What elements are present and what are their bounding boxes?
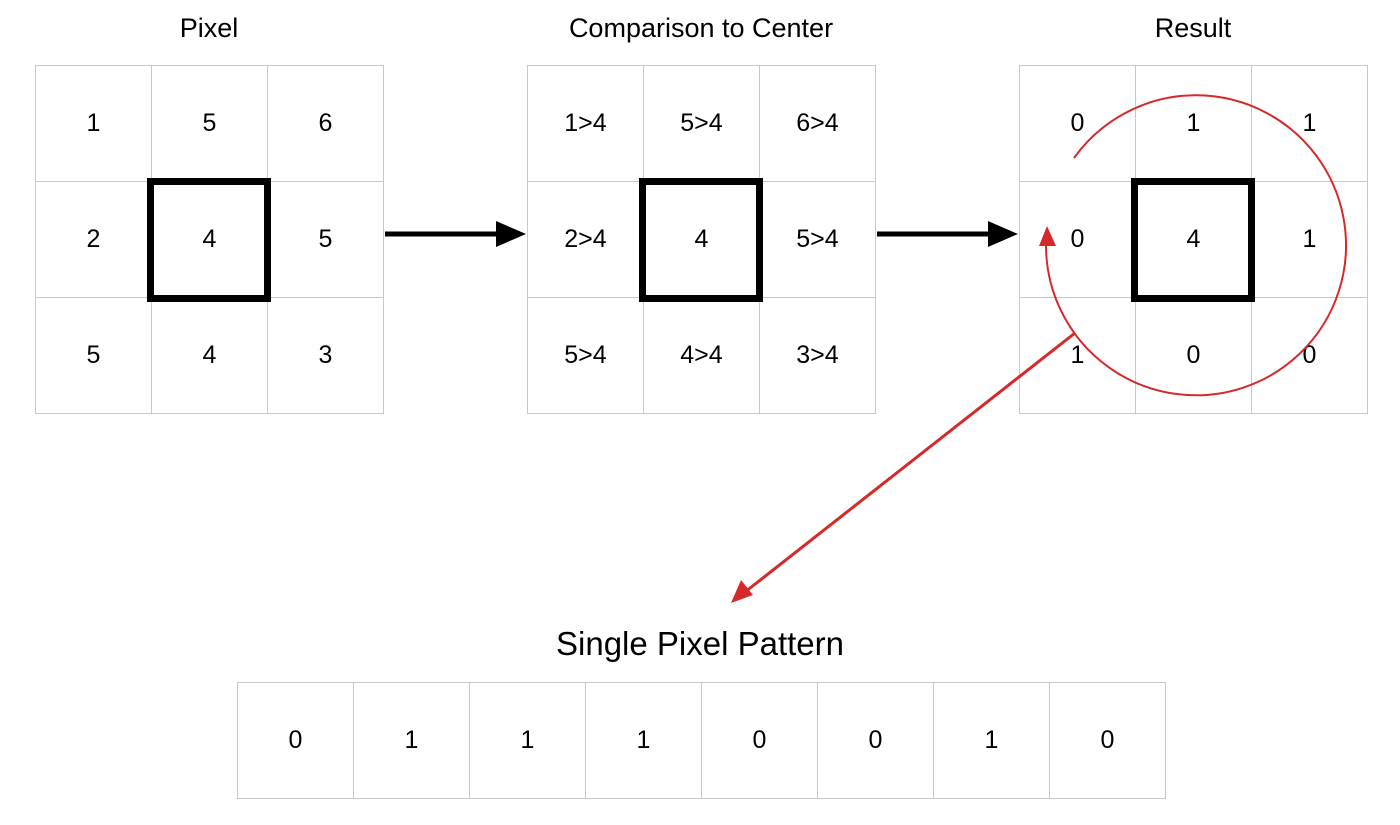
comparison-cell: 6>4 (760, 66, 876, 182)
circular-arrowhead-icon (1039, 226, 1056, 246)
circular-order-arrow (1045, 94, 1347, 397)
diagonal-arrowhead-icon (731, 580, 753, 603)
pixel-cell: 3 (268, 298, 384, 414)
comparison-cell: 3>4 (760, 298, 876, 414)
result-grid: 0 1 1 0 4 1 1 0 0 (1019, 65, 1368, 414)
result-cell: 0 (1020, 66, 1136, 182)
comparison-cell: 4>4 (644, 298, 760, 414)
result-cell: 1 (1252, 182, 1368, 298)
pixel-title: Pixel (179, 13, 239, 43)
result-title: Result (1154, 13, 1232, 43)
pixel-cell: 1 (36, 66, 152, 182)
result-cell: 0 (1136, 298, 1252, 414)
pattern-cell: 0 (702, 683, 818, 799)
pixel-cell: 4 (152, 298, 268, 414)
pattern-cell: 1 (470, 683, 586, 799)
comparison-cell: 1>4 (528, 66, 644, 182)
pattern-cell: 1 (934, 683, 1050, 799)
comparison-cell: 5>4 (528, 298, 644, 414)
pixel-grid: 1 5 6 2 4 5 5 4 3 (35, 65, 384, 414)
pattern-cell: 0 (1050, 683, 1166, 799)
pattern-cell: 1 (354, 683, 470, 799)
pattern-title: Single Pixel Pattern (556, 625, 844, 662)
result-cell: 1 (1020, 298, 1136, 414)
comparison-cell: 5>4 (760, 182, 876, 298)
pixel-cell: 5 (268, 182, 384, 298)
comparison-title: Comparison to Center (568, 13, 834, 43)
pattern-cell: 0 (818, 683, 934, 799)
pattern-cell: 0 (238, 683, 354, 799)
arrowhead-icon (988, 221, 1018, 247)
pattern-row: 0 1 1 1 0 0 1 0 (237, 682, 1166, 799)
result-cell: 1 (1252, 66, 1368, 182)
arrow-result-to-pattern (744, 331, 1076, 594)
arrowhead-icon (496, 221, 526, 247)
pixel-cell: 6 (268, 66, 384, 182)
pattern-cell: 1 (586, 683, 702, 799)
pixel-cell: 5 (36, 298, 152, 414)
